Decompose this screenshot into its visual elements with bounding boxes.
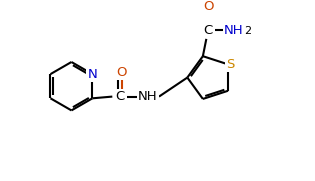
Text: S: S: [226, 58, 235, 71]
Text: 2: 2: [244, 26, 251, 36]
Text: C: C: [116, 90, 125, 103]
Text: NH: NH: [138, 90, 158, 103]
Text: O: O: [203, 0, 213, 12]
Text: C: C: [203, 24, 213, 37]
Text: NH: NH: [224, 24, 244, 37]
Text: O: O: [117, 66, 127, 79]
Text: N: N: [88, 68, 97, 81]
